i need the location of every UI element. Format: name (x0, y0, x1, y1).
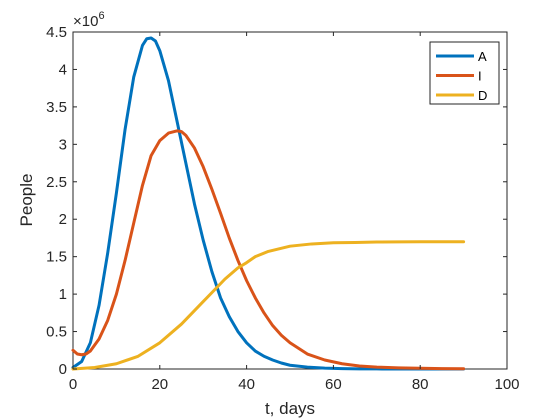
y-tick-label: 3.5 (46, 99, 67, 116)
y-tick-label: 2.5 (46, 174, 67, 191)
x-tick-label: 40 (238, 376, 255, 393)
y-tick-label: 4 (59, 61, 67, 78)
legend-label-A: A (478, 49, 487, 64)
x-tick-label: 0 (69, 376, 77, 393)
x-tick-label: 20 (151, 376, 168, 393)
ticks-layer: 0 20 40 60 80 100 0 0.5 1 1.5 2 2.5 3 3.5 4 4.5 (46, 24, 519, 393)
y-tick-label: 0.5 (46, 324, 67, 341)
y-tick-label: 0 (59, 361, 67, 378)
x-axis-label: t, days (265, 399, 315, 418)
legend: AID (429, 41, 500, 105)
y-axis-label: People (17, 174, 36, 227)
y-tick-label: 4.5 (46, 24, 67, 41)
legend-label-I: I (478, 69, 482, 84)
series-layer (71, 36, 466, 371)
legend-label-D: D (478, 88, 487, 103)
y-tick-label: 2 (59, 211, 67, 228)
y-multiplier: ×106 (73, 10, 105, 30)
x-tick-label: 100 (494, 376, 519, 393)
series-line-A (71, 36, 466, 371)
y-tick-label: 3 (59, 136, 67, 153)
x-tick-label: 80 (412, 376, 429, 393)
y-multiplier-base: ×10 (73, 13, 98, 30)
x-tick-label: 60 (325, 376, 342, 393)
y-multiplier-exponent: 6 (98, 10, 104, 22)
y-tick-label: 1.5 (46, 249, 67, 266)
series-line-D (71, 240, 466, 371)
series-line-I (71, 129, 466, 371)
y-tick-label: 1 (59, 286, 67, 303)
